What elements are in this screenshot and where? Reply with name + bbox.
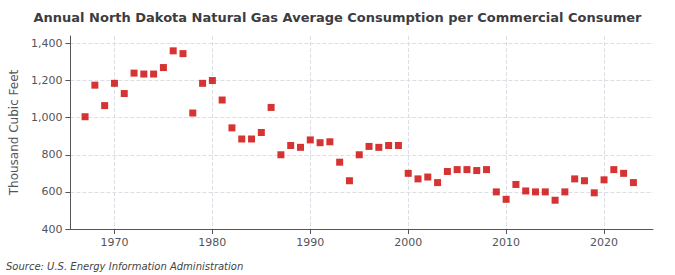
svg-text:1,200: 1,200	[31, 74, 63, 87]
svg-text:1990: 1990	[296, 236, 324, 249]
svg-text:400: 400	[41, 223, 62, 236]
svg-text:1970: 1970	[100, 236, 128, 249]
svg-text:Thousand Cubic Feet: Thousand Cubic Feet	[7, 69, 21, 196]
svg-text:1980: 1980	[198, 236, 226, 249]
svg-text:600: 600	[41, 185, 62, 198]
svg-text:1,400: 1,400	[31, 37, 63, 50]
svg-text:Source: U.S. Energy Informatio: Source: U.S. Energy Information Administ…	[6, 261, 243, 272]
svg-text:2000: 2000	[394, 236, 422, 249]
svg-text:2010: 2010	[492, 236, 520, 249]
svg-text:1,000: 1,000	[31, 111, 63, 124]
svg-text:2020: 2020	[590, 236, 618, 249]
svg-text:Annual North Dakota Natural Ga: Annual North Dakota Natural Gas Average …	[33, 10, 642, 25]
svg-text:800: 800	[41, 148, 62, 161]
